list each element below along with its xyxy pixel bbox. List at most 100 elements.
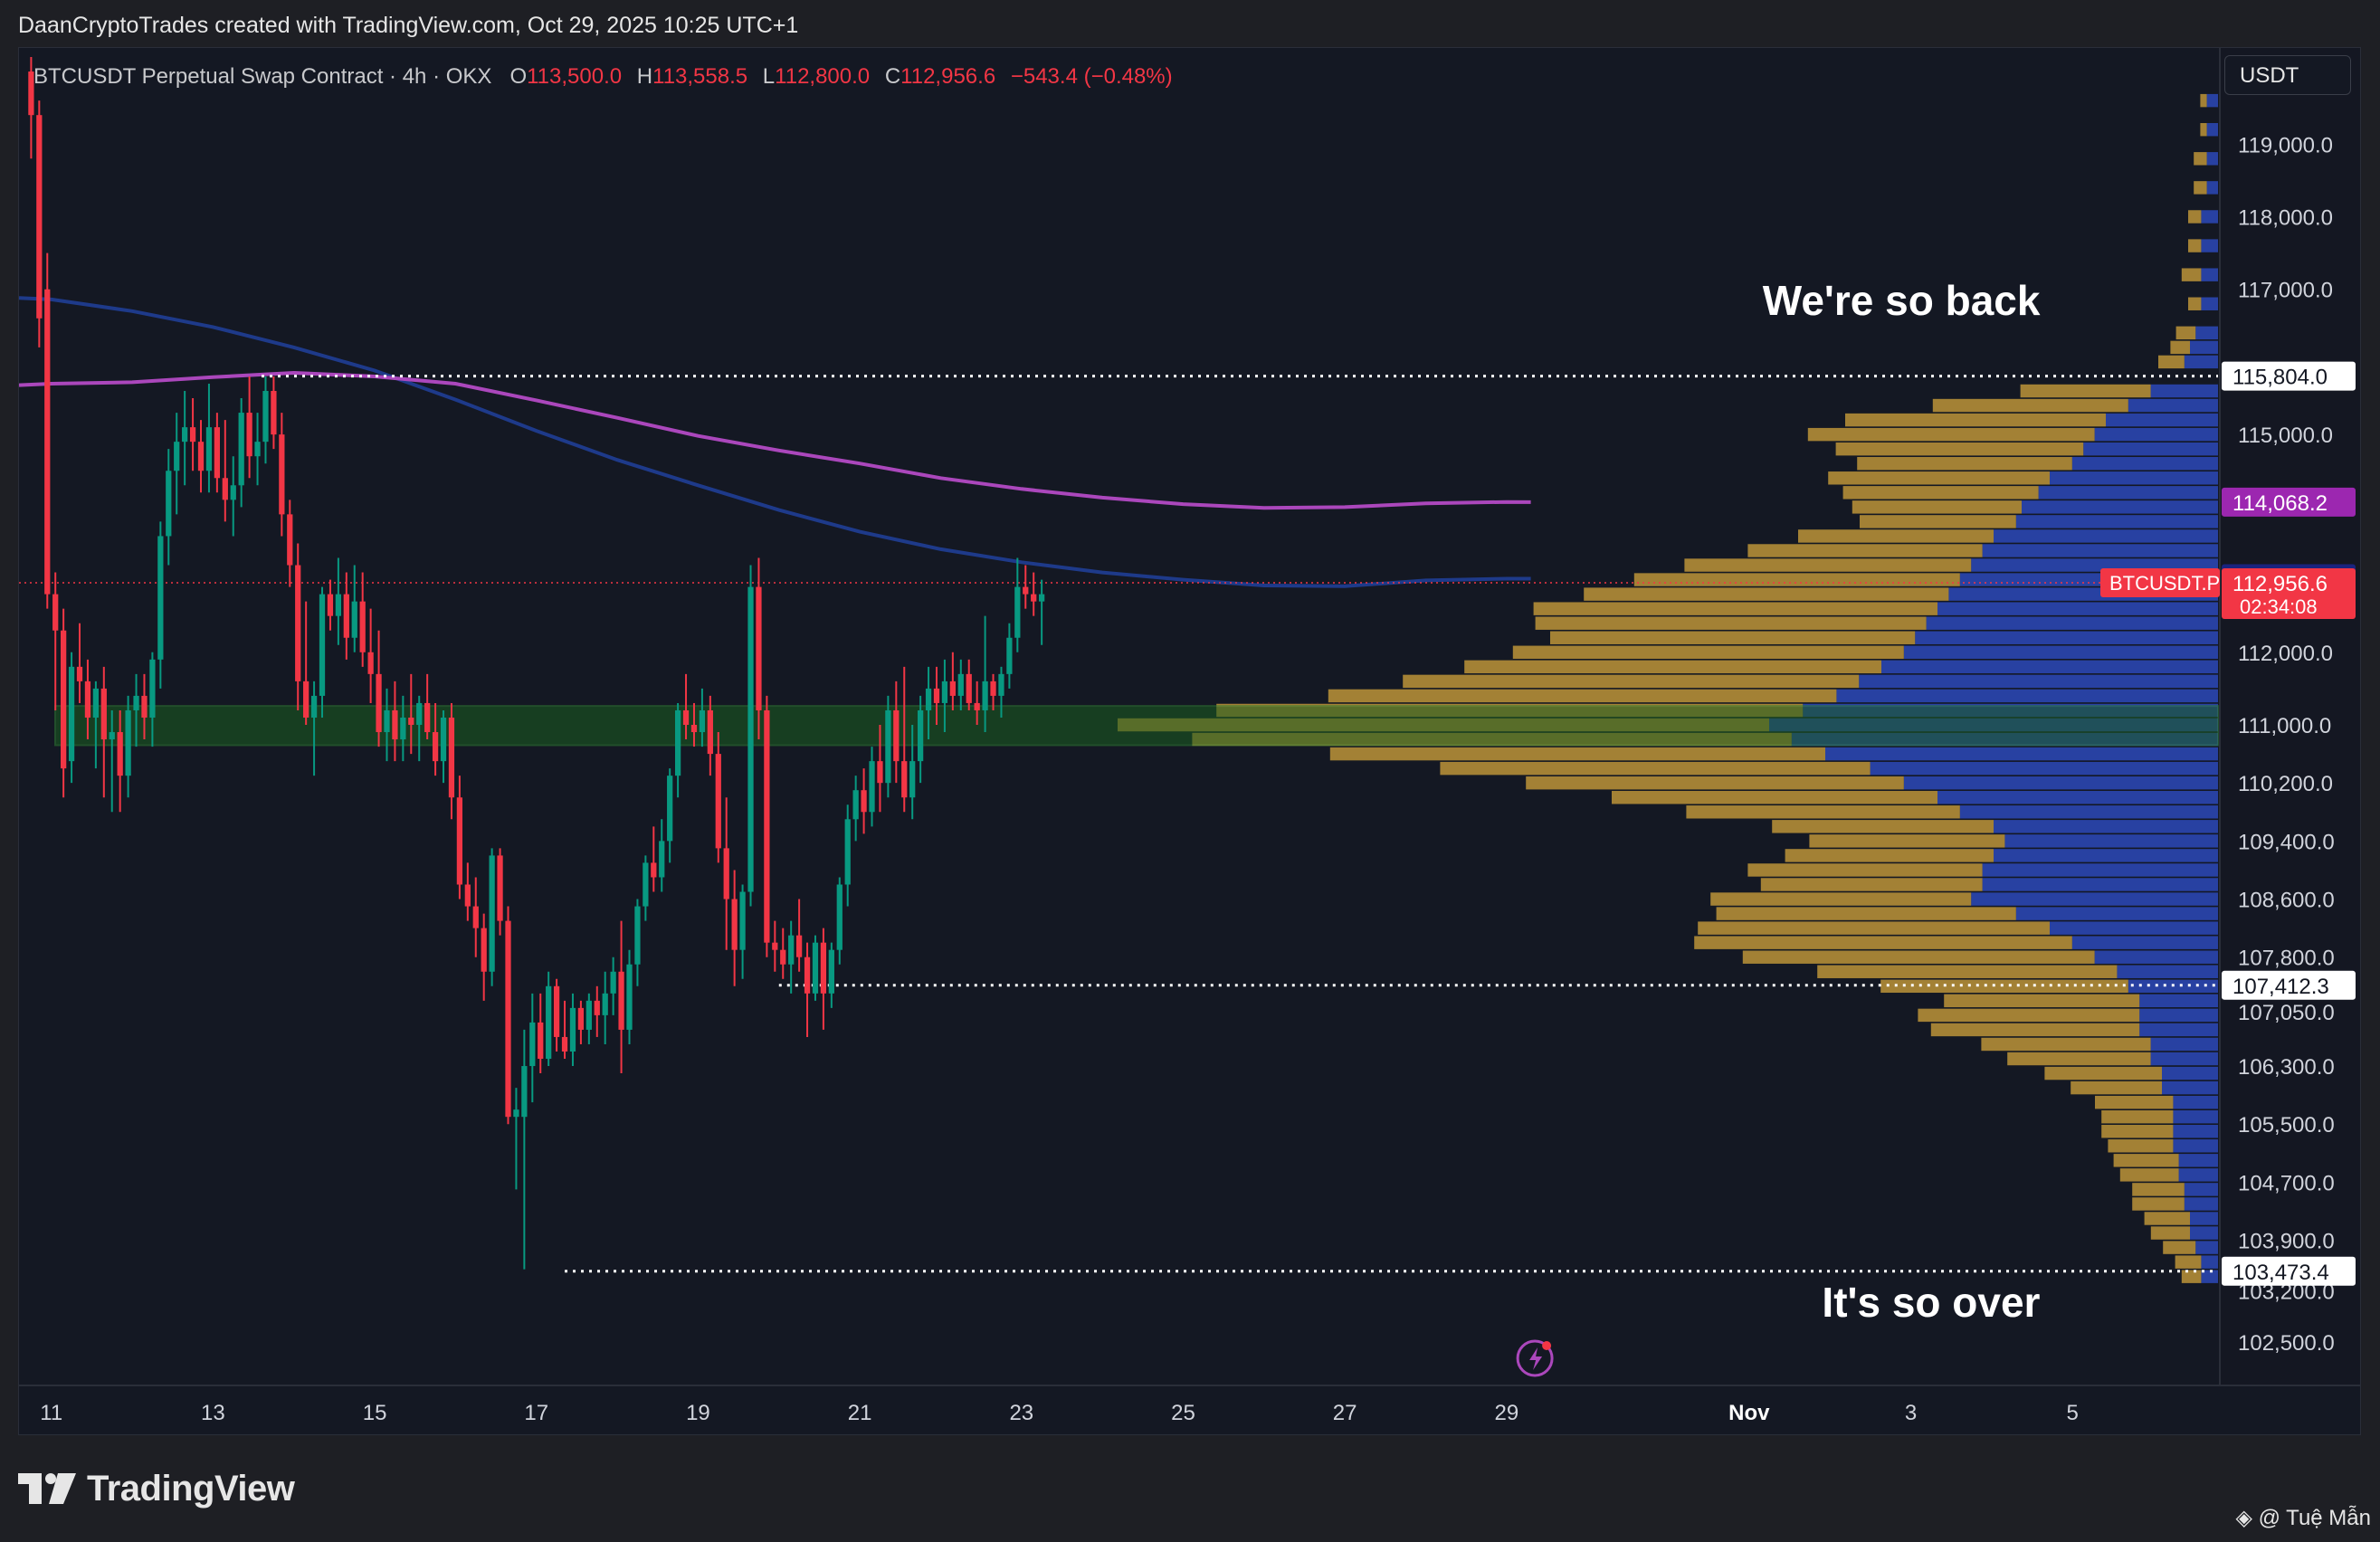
volume-profile-bar-sell [2188, 239, 2202, 252]
volume-profile-bar-sell [1981, 1037, 2151, 1052]
candle-body [674, 709, 681, 776]
candle-body [295, 565, 301, 681]
volume-profile-bar-sell [1684, 558, 1972, 572]
candle-body [909, 761, 916, 798]
volume-profile-bar-sell [1835, 442, 2084, 456]
volume-profile-bar-buy [2206, 181, 2218, 195]
candle-body [149, 659, 156, 718]
volume-profile-bar-sell [1880, 979, 2128, 994]
volume-profile-bar-buy [2184, 355, 2218, 369]
chart-annotation-text: We're so back [1763, 277, 2041, 324]
candle-body [618, 971, 624, 1030]
candle-body [585, 1000, 592, 1030]
candle-body [84, 681, 91, 718]
volume-profile-bar-buy [2150, 1052, 2218, 1066]
volume-profile-bar-buy [2201, 1255, 2218, 1269]
lightning-event-icon-ring [1516, 1339, 1554, 1377]
candle-body [76, 666, 83, 681]
volume-profile-bar-sell [1785, 849, 1994, 862]
volume-profile-bar-sell [2095, 1095, 2174, 1109]
candle-body [707, 709, 713, 755]
price-axis-tick-label: 107,050.0 [2238, 1001, 2335, 1025]
volume-profile-bar-sell [1860, 515, 2016, 528]
price-axis-tick-label: 105,500.0 [2238, 1113, 2335, 1137]
candle-body [643, 862, 649, 907]
candle-body [376, 673, 382, 733]
diamond-icon: ◈ [2235, 1506, 2252, 1530]
volume-profile-bar-buy [2139, 1023, 2218, 1037]
candle-body [100, 688, 107, 740]
candle-body [1006, 637, 1013, 674]
price-axis-tick-label: 119,000.0 [2238, 133, 2333, 157]
time-axis-tick-label: 17 [524, 1401, 548, 1425]
volume-profile-bar-buy [1994, 529, 2218, 543]
volume-profile-bar-buy [2206, 93, 2218, 108]
currency-unit-selector[interactable]: USDT [2224, 55, 2351, 95]
candle-body [1014, 586, 1021, 638]
watermark-text: @ Tuệ Mẫn [2258, 1506, 2371, 1530]
volume-profile-bar-sell [1535, 616, 1927, 630]
volume-profile-bar-sell [2113, 1154, 2179, 1167]
candle-body [546, 985, 552, 1060]
candle-body [974, 702, 980, 710]
volume-profile-bar-buy [2195, 1241, 2218, 1254]
price-axis-tick-label: 115,000.0 [2238, 424, 2333, 448]
candles [28, 57, 1045, 1270]
volume-profile-bar-sell [2101, 1125, 2174, 1138]
volume-profile-bar-sell [2194, 152, 2207, 166]
candle-body [262, 391, 269, 443]
candle-body [852, 790, 859, 820]
candle-body [481, 928, 487, 972]
lightning-event-icon-dot [1542, 1341, 1552, 1350]
candle-body [440, 717, 447, 762]
candle-body [497, 855, 503, 921]
price-axis-tick-label: 117,000.0 [2238, 279, 2333, 303]
volume-profile-bar-buy [2022, 500, 2218, 514]
volume-profile-bar-sell [1807, 427, 2095, 442]
candle-body [877, 761, 883, 784]
volume-profile-bar-sell [2132, 1197, 2185, 1211]
volume-profile-bar-sell [2194, 181, 2207, 195]
candle-body [569, 1007, 576, 1052]
volume-profile-bar-buy [2139, 994, 2218, 1008]
countdown-timer: 02:34:08 [2240, 595, 2318, 618]
candle-body [327, 594, 334, 616]
high-label: H [636, 64, 653, 89]
candle-body [416, 702, 423, 726]
volume-profile-bar-sell [2200, 93, 2207, 108]
volume-profile-bar-buy [2190, 340, 2218, 355]
volume-profile-bar-buy [1836, 689, 2218, 703]
candle-body [174, 442, 180, 471]
volume-profile-bar-sell [1772, 820, 1994, 833]
volume-profile-bar-sell [2181, 268, 2202, 281]
candle-body [205, 427, 213, 471]
candle-body [861, 790, 867, 813]
symbol-description[interactable]: BTCUSDT Perpetual Swap Contract · 4h · O… [33, 64, 492, 89]
volume-profile-bar-sell [1440, 761, 1871, 776]
time-axis-tick-label: 3 [1905, 1401, 1917, 1425]
candle-body [464, 884, 471, 907]
volume-profile-bar-buy [2173, 1109, 2218, 1124]
volume-profile-bar-sell [2181, 1270, 2202, 1283]
volume-profile-bar-sell [1550, 631, 1916, 644]
candle-body [279, 434, 285, 515]
symbol-tag-box [2100, 568, 2220, 598]
price-label-box [2222, 568, 2356, 620]
volume-profile-bar-buy [2094, 427, 2218, 442]
chart-panel[interactable]: 119,000.0 118,000.0 117,000.0 115,000.0 112,… [18, 47, 2361, 1435]
candle-body [885, 709, 891, 784]
tradingview-logo[interactable]: TradingView [18, 1466, 295, 1511]
volume-profile-bar-buy [2106, 413, 2218, 427]
volume-profile-bar-sell [1694, 936, 2072, 949]
volume-profile-bar-sell [1716, 907, 2016, 920]
candle-body [933, 688, 940, 703]
open-value: 113,500.0 [527, 64, 623, 89]
volume-profile-bar-sell [1817, 965, 2118, 978]
candlestick-chart[interactable]: 119,000.0 118,000.0 117,000.0 115,000.0 112,… [19, 48, 2360, 1434]
price-label-box [2222, 487, 2356, 517]
high-value: 113,558.5 [652, 64, 748, 89]
candle-body [351, 601, 357, 638]
price-label-box [2222, 361, 2356, 391]
time-axis-tick-label: 29 [1494, 1401, 1518, 1425]
volume-profile-bar-buy [2184, 1183, 2218, 1196]
